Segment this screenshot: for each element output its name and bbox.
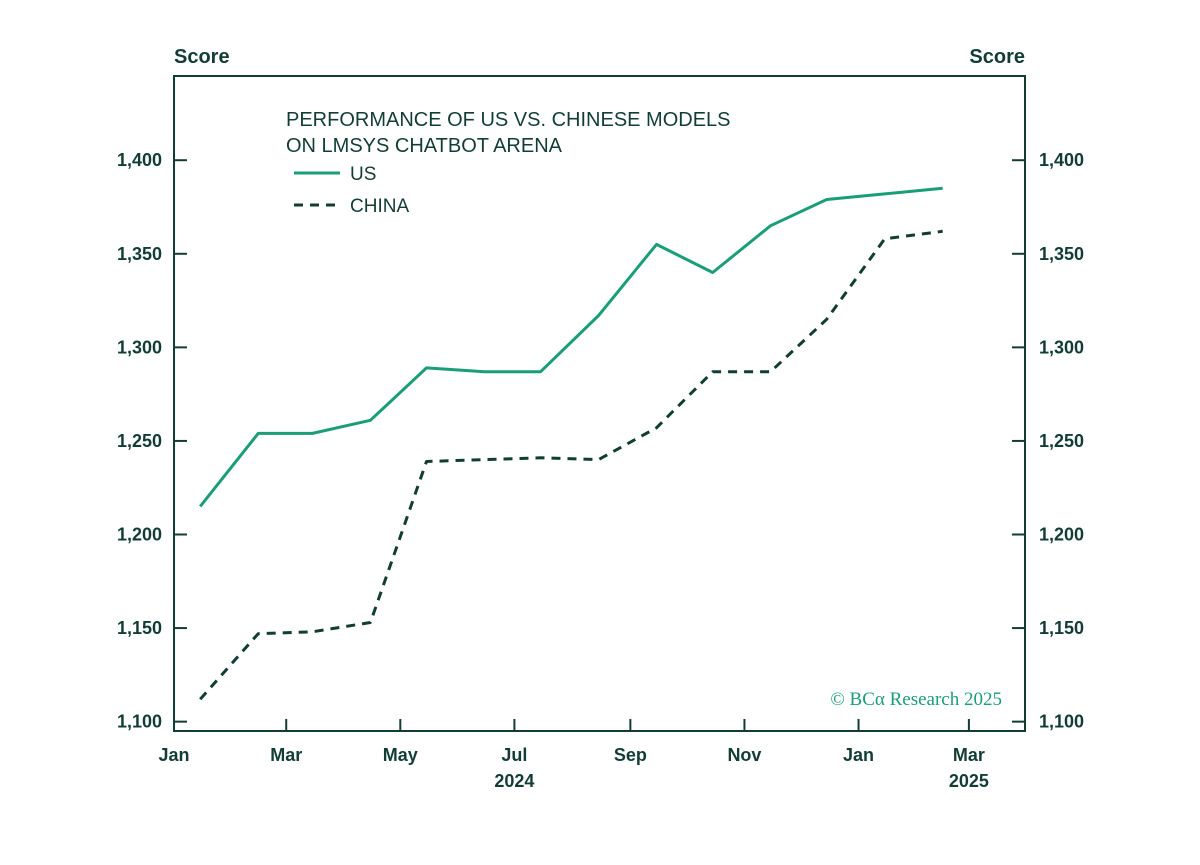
x-tick-label: Jan bbox=[843, 745, 874, 765]
y-tick-label-right: 1,250 bbox=[1039, 431, 1084, 451]
x-year-label: 2025 bbox=[949, 771, 989, 791]
y-axis-label-right: Score bbox=[969, 46, 1025, 68]
chart-title-line-2: ON LMSYS CHATBOT ARENA bbox=[286, 135, 563, 157]
y-tick-label-left: 1,100 bbox=[117, 712, 162, 732]
x-tick-label: Jul bbox=[501, 745, 527, 765]
y-tick-label-right: 1,100 bbox=[1039, 712, 1084, 732]
y-axis-ticks: 1,100 1,100 1,150 1,150 1,200 1,200 1,250 1,250… bbox=[117, 150, 1084, 731]
x-tick-label: Nov bbox=[727, 745, 761, 765]
series-line-china bbox=[199, 229, 943, 701]
y-tick-label-right: 1,350 bbox=[1039, 244, 1084, 264]
copyright-notice: © BCα Research 2025 bbox=[830, 689, 1002, 710]
x-tick-label: Sep bbox=[614, 745, 647, 765]
x-tick-label: May bbox=[383, 745, 418, 765]
series-line-us bbox=[199, 186, 943, 508]
y-axis-label-left: Score bbox=[174, 46, 230, 68]
legend: US CHINA bbox=[294, 164, 409, 217]
y-tick-label-right: 1,200 bbox=[1039, 525, 1084, 545]
plot-frame bbox=[173, 75, 1026, 732]
y-tick-label-right: 1,400 bbox=[1039, 150, 1084, 170]
x-tick-label: Mar bbox=[953, 745, 985, 765]
y-tick-label-left: 1,350 bbox=[117, 244, 162, 264]
chart-title-line-1: PERFORMANCE OF US VS. CHINESE MODELS bbox=[286, 109, 731, 131]
x-axis-ticks: Jan Mar May Jul Sep Nov Jan Mar 2024 2025 bbox=[158, 719, 989, 791]
series-layer bbox=[199, 186, 943, 701]
legend-label-china: CHINA bbox=[350, 196, 409, 217]
x-tick-label: Mar bbox=[270, 745, 302, 765]
legend-label-us: US bbox=[350, 164, 376, 185]
x-tick-label: Jan bbox=[158, 745, 189, 765]
y-tick-label-left: 1,150 bbox=[117, 618, 162, 638]
y-tick-label-right: 1,300 bbox=[1039, 337, 1084, 357]
y-tick-label-left: 1,200 bbox=[117, 525, 162, 545]
x-year-label: 2024 bbox=[494, 771, 534, 791]
y-tick-label-left: 1,300 bbox=[117, 337, 162, 357]
y-tick-label-left: 1,250 bbox=[117, 431, 162, 451]
y-tick-label-left: 1,400 bbox=[117, 150, 162, 170]
y-tick-label-right: 1,150 bbox=[1039, 618, 1084, 638]
